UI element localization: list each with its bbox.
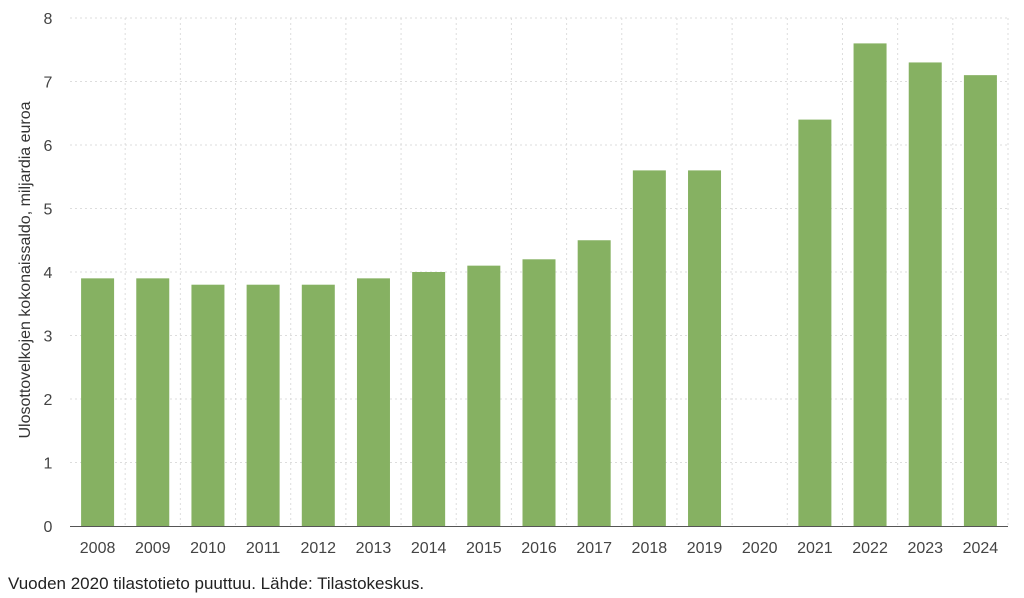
- y-axis-ticks: 0 1 2 3 4 5 6 7 8: [44, 11, 53, 536]
- x-tick-label: 2008: [80, 540, 116, 557]
- bar-2008: [81, 278, 115, 526]
- bar-chart: 2008 2009 2010 2011 2012 2013 2014 2015 2016 2017…: [17, 11, 1009, 557]
- y-axis-label: Ulosottovelkojen kokonaissaldo, miljardi…: [17, 101, 34, 438]
- x-tick-label: 2012: [300, 540, 336, 557]
- y-tick-label: 0: [44, 519, 53, 536]
- bar-2012: [301, 284, 335, 526]
- x-tick-label: 2020: [742, 540, 778, 557]
- x-tick-label: 2009: [135, 540, 171, 557]
- bar-2022: [853, 43, 887, 527]
- grid: [70, 17, 1009, 526]
- bar-2016: [522, 259, 556, 526]
- bar-2017: [577, 240, 611, 526]
- y-tick-label: 8: [44, 11, 53, 28]
- x-tick-label: 2024: [963, 540, 999, 557]
- y-tick-label: 5: [44, 202, 53, 219]
- bar-2013: [356, 278, 390, 526]
- y-tick-label: 6: [44, 138, 53, 155]
- y-tick-label: 4: [44, 265, 53, 282]
- x-tick-label: 2022: [852, 540, 888, 557]
- x-tick-label: 2013: [356, 540, 392, 557]
- bar-2015: [467, 265, 501, 526]
- bar-2009: [136, 278, 170, 526]
- x-tick-label: 2021: [797, 540, 833, 557]
- x-tick-label: 2011: [246, 540, 281, 557]
- x-tick-label: 2023: [907, 540, 943, 557]
- x-tick-label: 2018: [632, 540, 668, 557]
- x-tick-label: 2019: [687, 540, 723, 557]
- bar-2021: [798, 119, 832, 526]
- y-tick-label: 7: [44, 75, 53, 92]
- bars: [81, 43, 997, 527]
- y-tick-label: 1: [44, 456, 53, 473]
- x-tick-label: 2015: [466, 540, 502, 557]
- bar-2014: [412, 272, 446, 526]
- x-tick-label: 2010: [190, 540, 226, 557]
- footnote: Vuoden 2020 tilastotieto puuttuu. Lähde:…: [8, 574, 425, 593]
- bar-2011: [246, 284, 280, 526]
- bar-2023: [908, 62, 942, 526]
- x-tick-label: 2014: [411, 540, 447, 557]
- bar-2024: [963, 75, 997, 527]
- bar-2010: [191, 284, 225, 526]
- bar-2019: [688, 170, 722, 526]
- x-tick-label: 2017: [576, 540, 612, 557]
- bar-2018: [632, 170, 666, 526]
- x-axis-ticks: 2008 2009 2010 2011 2012 2013 2014 2015 2016 2017…: [80, 540, 999, 557]
- x-tick-label: 2016: [521, 540, 557, 557]
- y-tick-label: 3: [44, 329, 53, 346]
- y-tick-label: 2: [44, 392, 53, 409]
